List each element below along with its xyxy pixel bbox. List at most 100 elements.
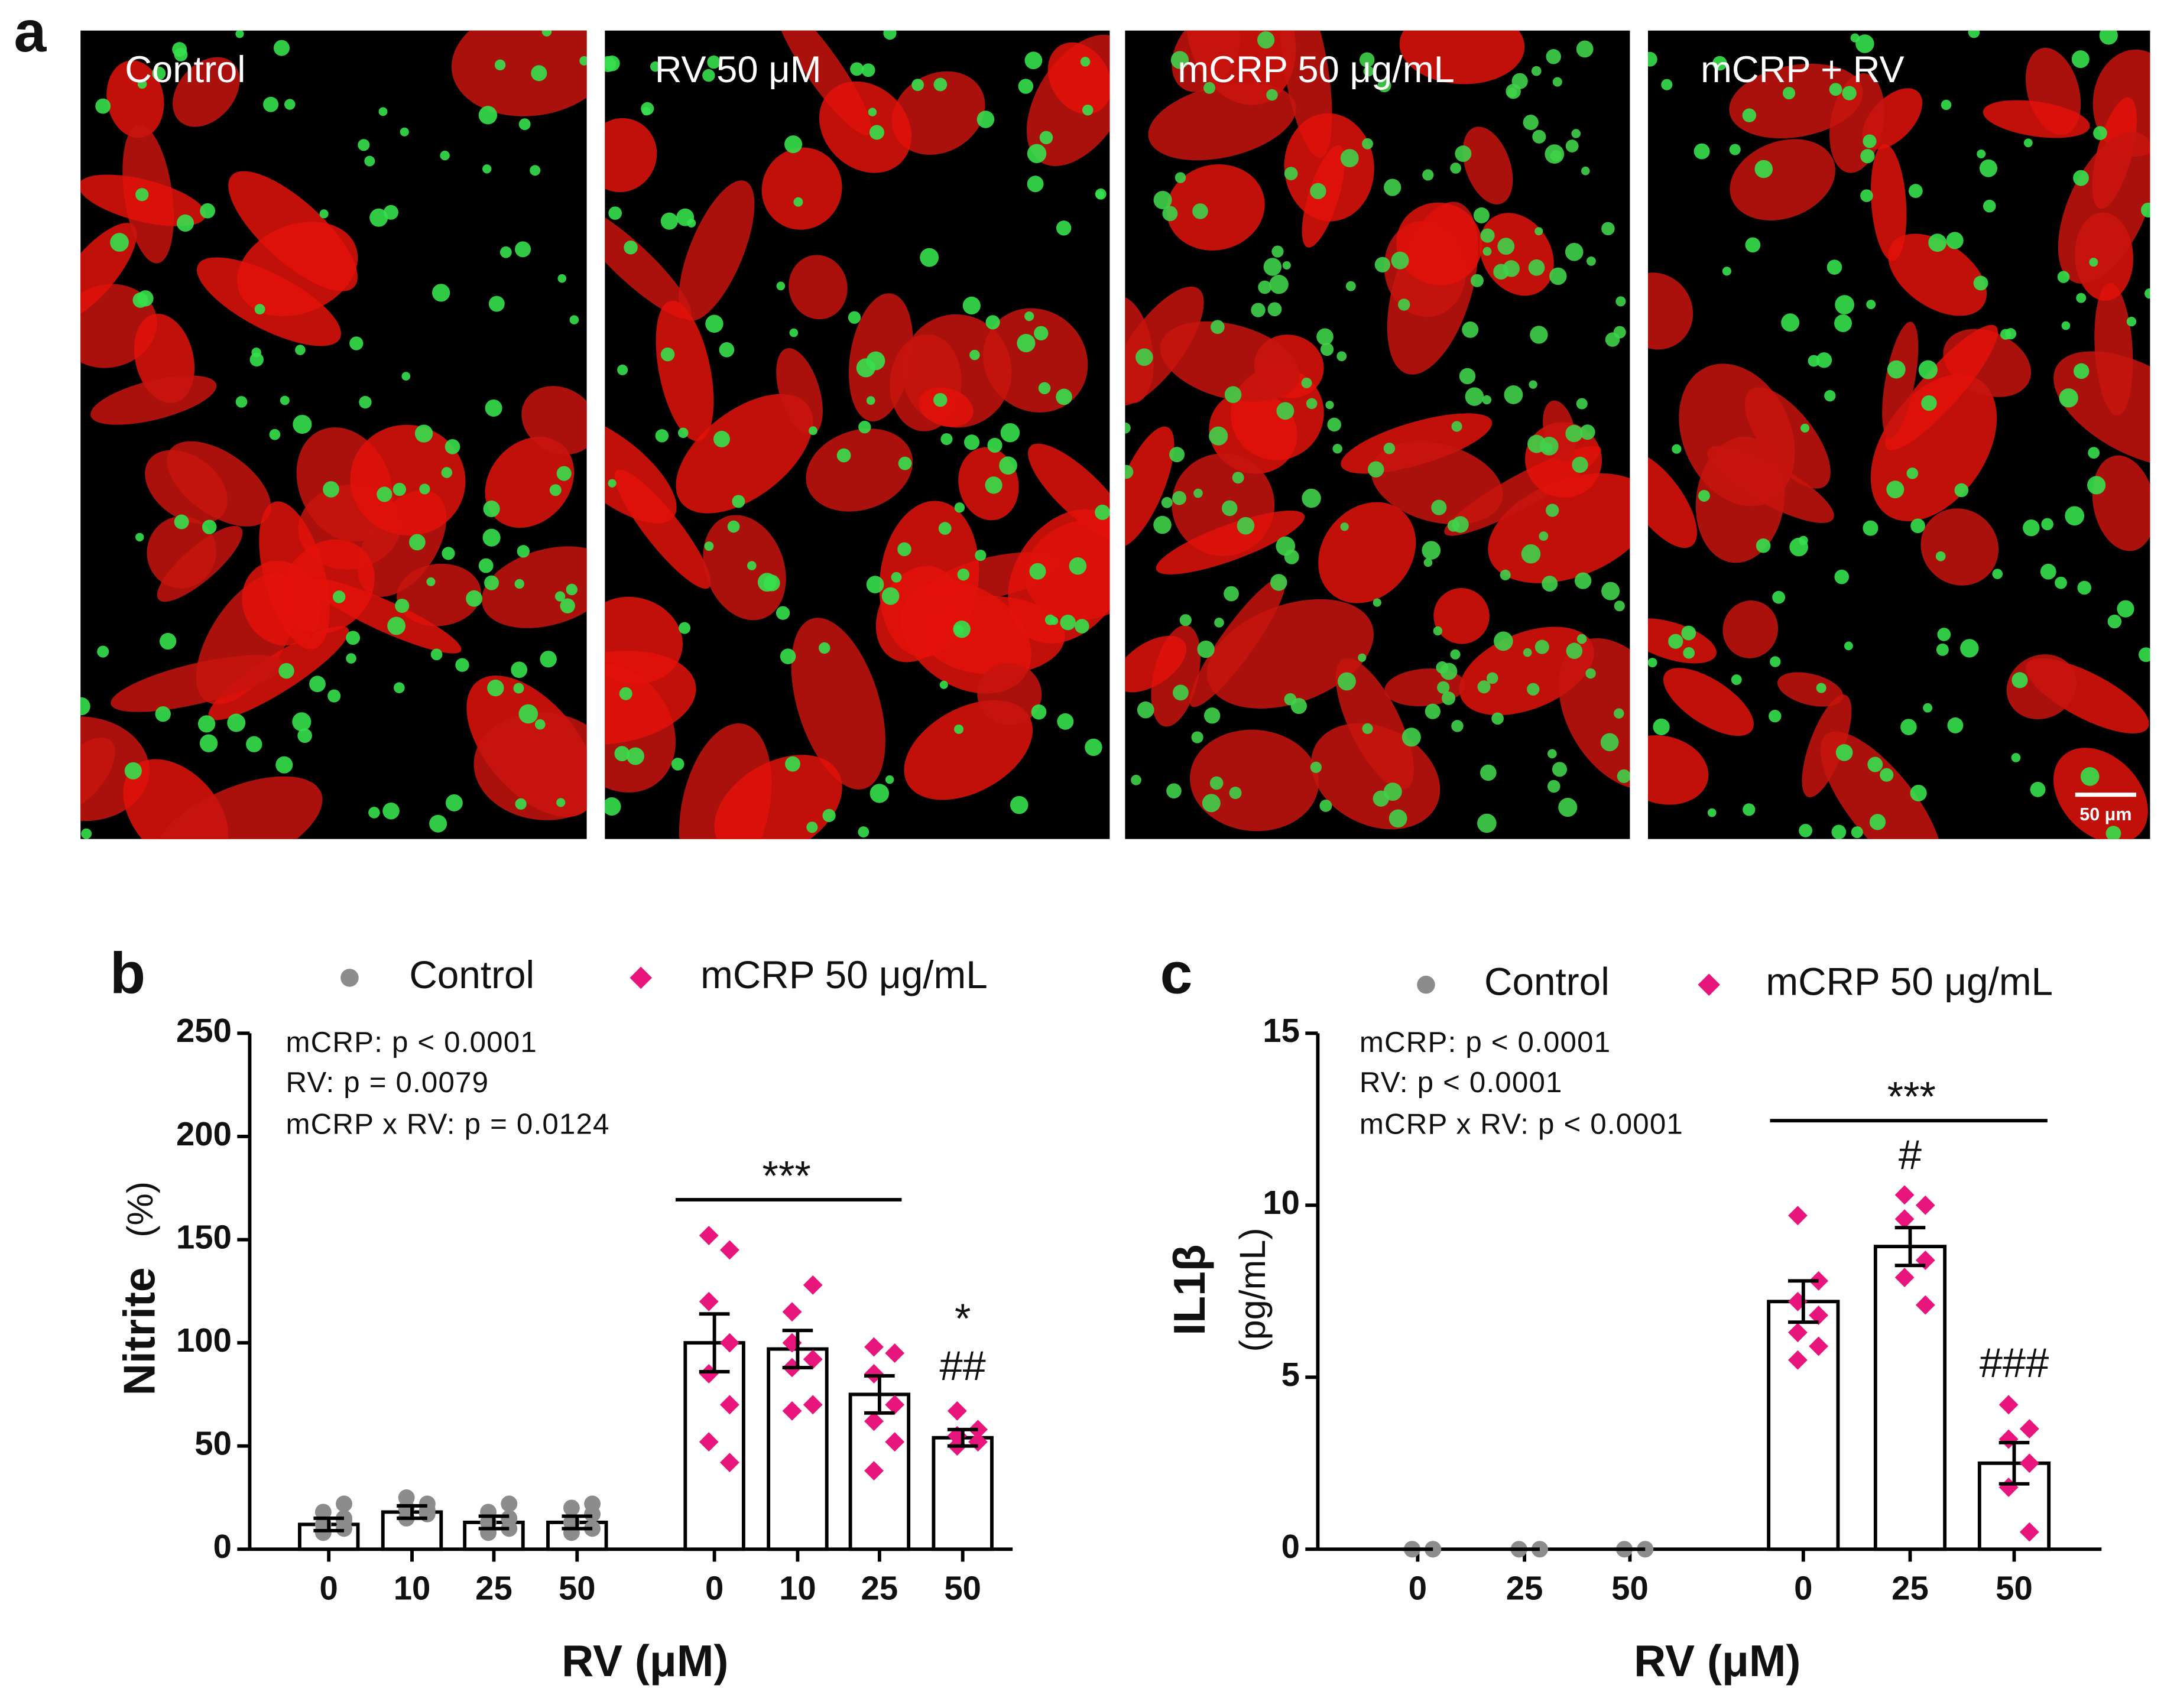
microglia bbox=[858, 826, 870, 838]
microglia bbox=[1039, 131, 1053, 145]
microglia bbox=[1024, 311, 1034, 322]
microglia bbox=[1398, 298, 1410, 311]
microglia bbox=[202, 519, 217, 534]
microglia bbox=[1672, 444, 1682, 454]
astrocyte bbox=[1284, 113, 1374, 222]
astrocyte bbox=[1730, 139, 1835, 221]
x-axis-title: RV (μM) bbox=[1634, 1636, 1800, 1686]
microglia bbox=[1565, 139, 1579, 152]
error-bar bbox=[699, 1312, 730, 1373]
microglia bbox=[383, 204, 398, 220]
astrocyte bbox=[1172, 30, 1241, 92]
microglia bbox=[1384, 178, 1401, 196]
astrocyte bbox=[1047, 42, 1110, 115]
microglia bbox=[541, 30, 552, 37]
astrocyte bbox=[605, 118, 657, 193]
astrocyte bbox=[1663, 668, 1754, 736]
stat-annotation: mCRP: p < 0.0001 bbox=[1360, 1026, 1611, 1058]
microglia bbox=[969, 349, 980, 361]
error-bar bbox=[1787, 1279, 1819, 1324]
microglia bbox=[2073, 170, 2089, 186]
microglia bbox=[1237, 517, 1255, 535]
significance-label: *** bbox=[1887, 1073, 1936, 1120]
microglia bbox=[1542, 443, 1553, 453]
x-tick-label: 50 bbox=[944, 1570, 981, 1607]
microglia bbox=[1880, 768, 1894, 782]
microglia bbox=[953, 620, 971, 638]
data-point bbox=[864, 1337, 884, 1357]
bar bbox=[932, 1436, 994, 1551]
microglia bbox=[1166, 783, 1182, 798]
microglia bbox=[655, 429, 669, 443]
microglia bbox=[757, 573, 777, 592]
microglia bbox=[1209, 776, 1224, 790]
astrocyte bbox=[145, 450, 228, 524]
microglia bbox=[263, 96, 279, 112]
microglia bbox=[1057, 713, 1074, 730]
microglia bbox=[478, 558, 494, 573]
microglia bbox=[1707, 808, 1717, 817]
data-point bbox=[2019, 1522, 2039, 1542]
microglia bbox=[518, 118, 531, 131]
astrocyte bbox=[982, 308, 1088, 413]
astrocyte bbox=[1888, 233, 1987, 316]
microglia bbox=[1808, 355, 1820, 367]
microglia bbox=[2071, 50, 2090, 69]
microglia bbox=[1545, 144, 1565, 164]
microglia bbox=[135, 532, 144, 542]
microglia bbox=[869, 125, 884, 140]
microglia bbox=[1835, 744, 1853, 761]
microglia bbox=[679, 622, 691, 634]
microglia bbox=[677, 427, 689, 439]
microglia bbox=[1095, 504, 1110, 520]
microglia bbox=[1211, 320, 1225, 335]
microglia bbox=[485, 399, 502, 417]
microglia bbox=[641, 102, 654, 115]
microglia bbox=[1085, 738, 1102, 756]
microglia bbox=[442, 547, 455, 560]
microglia bbox=[1601, 222, 1615, 236]
microglia bbox=[1197, 640, 1215, 658]
microglia bbox=[1269, 275, 1289, 294]
astrocyte bbox=[2053, 351, 2150, 467]
x-tick-label: 50 bbox=[1996, 1570, 2033, 1607]
microglia bbox=[1668, 634, 1683, 649]
microglia bbox=[483, 500, 500, 518]
x-tick-label: 50 bbox=[1611, 1570, 1649, 1607]
microglia bbox=[976, 111, 995, 128]
error-bar bbox=[1998, 1440, 2030, 1486]
data-point bbox=[947, 1401, 967, 1421]
astrocyte bbox=[1983, 100, 2090, 138]
microglia bbox=[1191, 731, 1203, 743]
microglia bbox=[1954, 483, 1969, 498]
microglia bbox=[1869, 814, 1886, 830]
data-point bbox=[1894, 1185, 1915, 1205]
microglia bbox=[1161, 496, 1173, 508]
microglia bbox=[441, 467, 453, 478]
astrocyte bbox=[473, 712, 587, 820]
microglia bbox=[1425, 703, 1440, 719]
microglia bbox=[2144, 288, 2150, 299]
microglia bbox=[1209, 426, 1228, 446]
microglia bbox=[430, 648, 443, 661]
x-tick-label: 10 bbox=[394, 1570, 431, 1607]
microglia bbox=[556, 466, 572, 481]
astrocyte bbox=[208, 626, 349, 720]
microglia bbox=[1377, 79, 1391, 93]
significance-label: * bbox=[955, 1295, 971, 1342]
error-bar bbox=[1894, 1226, 1926, 1268]
microglia bbox=[727, 520, 740, 533]
microglia bbox=[2140, 202, 2150, 217]
data-point bbox=[782, 1401, 802, 1421]
microglia bbox=[1756, 538, 1771, 553]
microglia bbox=[1507, 87, 1517, 98]
data-point bbox=[314, 1504, 332, 1521]
microglia bbox=[1863, 520, 1879, 536]
astrocyte bbox=[2058, 131, 2150, 284]
microglia bbox=[866, 576, 884, 593]
microglia bbox=[1908, 184, 1923, 198]
microglia bbox=[2011, 672, 2028, 689]
astrocyte bbox=[397, 563, 481, 626]
microglia bbox=[1528, 259, 1545, 276]
y-tick-label: 250 bbox=[176, 1012, 232, 1049]
